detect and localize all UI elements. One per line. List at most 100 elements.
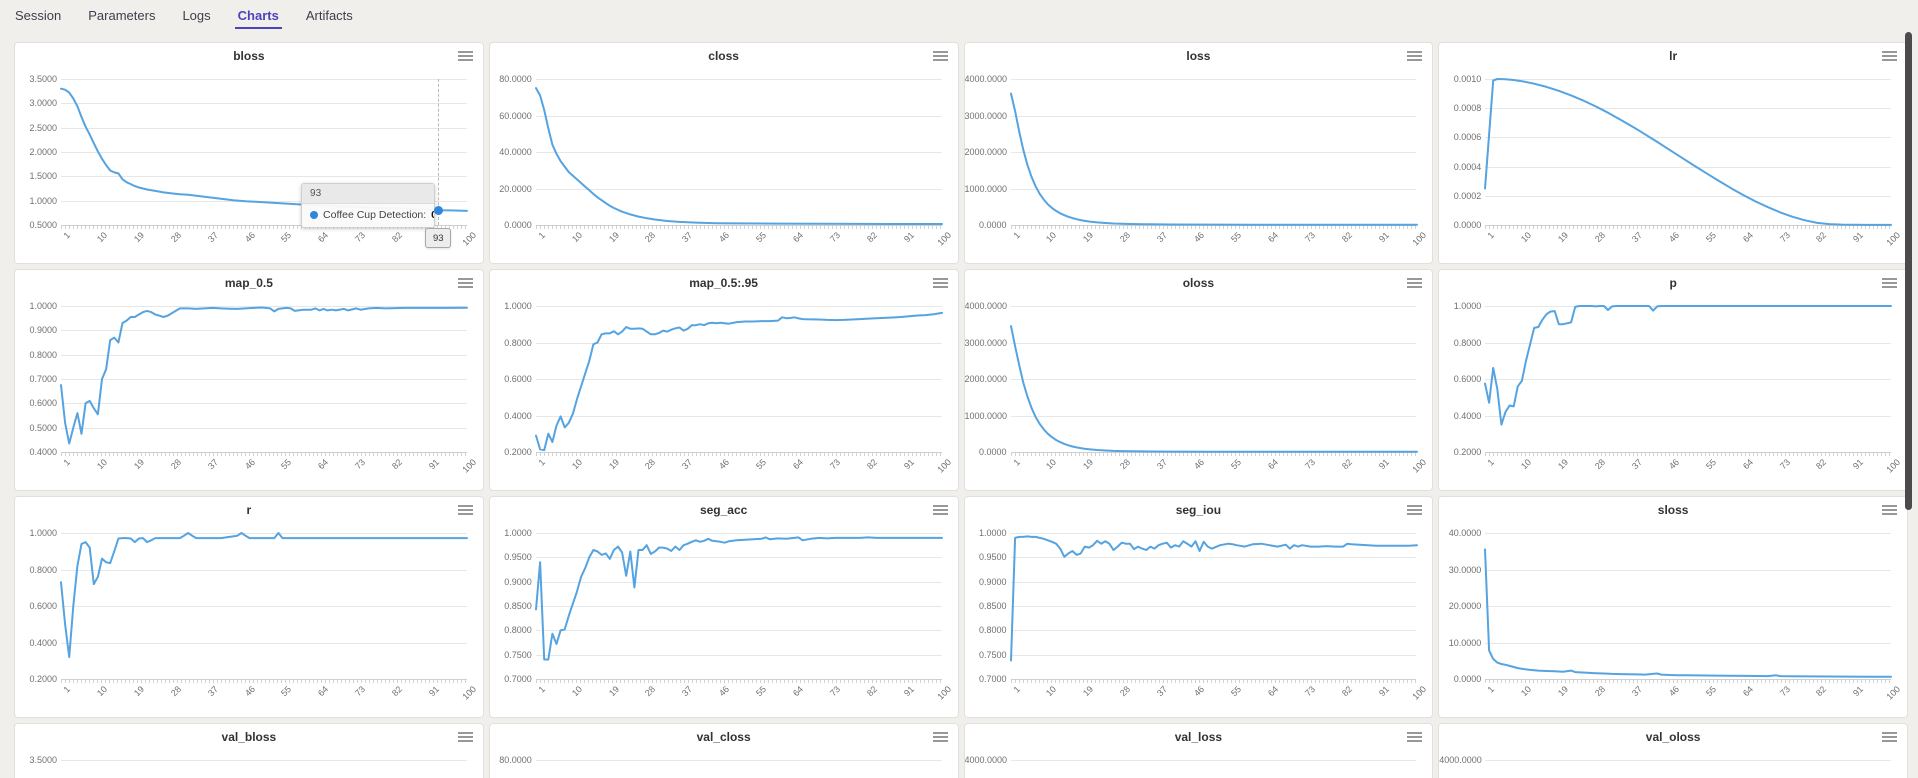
x-axis-tick-label: 46 xyxy=(717,684,732,699)
y-gridline xyxy=(535,115,942,117)
x-axis-line xyxy=(535,452,942,453)
y-gridline xyxy=(1010,533,1417,534)
y-gridline xyxy=(1010,630,1417,632)
chart-menu-icon[interactable] xyxy=(1882,732,1897,744)
y-axis-tick-label: 1000.0000 xyxy=(964,183,1008,194)
y-gridline xyxy=(61,127,467,129)
y-axis-tick-label: 1.5000 xyxy=(29,171,57,182)
y-gridline xyxy=(1485,606,1891,607)
x-axis-tick-label: 64 xyxy=(1265,230,1280,245)
chart-menu-icon[interactable] xyxy=(457,278,473,290)
x-axis-tick-label: 91 xyxy=(426,230,442,245)
chart-menu-icon[interactable] xyxy=(1882,51,1897,63)
y-axis-tick-label: 0.0000 xyxy=(978,220,1007,230)
x-axis-tick-label: 73 xyxy=(1302,684,1317,699)
y-gridline xyxy=(61,306,467,307)
chart-title: val_loss xyxy=(1174,730,1223,744)
y-axis-tick-label: 0.2000 xyxy=(504,447,532,457)
x-axis-tick-label: 100 xyxy=(935,684,953,702)
y-gridline xyxy=(1010,654,1417,656)
chart-menu-icon[interactable] xyxy=(1882,505,1897,517)
chart-menu-icon[interactable] xyxy=(457,51,473,63)
chart-menu-icon[interactable] xyxy=(932,51,948,63)
y-gridline xyxy=(61,760,467,761)
y-axis-tick-label: 0.7500 xyxy=(978,649,1007,660)
series-line xyxy=(1484,548,1893,678)
x-axis-tick-label: 1 xyxy=(1485,230,1497,241)
x-axis-tick-label: 82 xyxy=(864,684,879,699)
y-axis-tick-label: 0.7500 xyxy=(504,649,532,660)
chart-menu-icon[interactable] xyxy=(932,732,948,744)
y-axis-tick-label: 0.4000 xyxy=(1453,410,1482,421)
y-axis-tick-label: 2000.0000 xyxy=(964,147,1008,157)
x-axis-tick-label: 73 xyxy=(1302,230,1317,245)
vertical-scrollbar-thumb[interactable] xyxy=(1905,32,1912,510)
y-gridline xyxy=(535,152,942,153)
x-axis-tick-label: 28 xyxy=(168,457,183,472)
chart-menu-icon[interactable] xyxy=(1407,51,1423,63)
tab-bar: Session Parameters Logs Charts Artifacts xyxy=(0,0,1918,30)
x-axis-tick-label: 55 xyxy=(1228,230,1244,245)
chart-card: map_0.5 1.0000 0.9000 0.8000 0.7000 0.6000 0.… xyxy=(14,269,484,491)
chart-menu-icon[interactable] xyxy=(932,505,948,517)
x-axis-tick-label: 55 xyxy=(1703,230,1718,245)
tab-parameters[interactable]: Parameters xyxy=(88,8,156,23)
x-axis-line xyxy=(535,225,942,226)
tab-charts[interactable]: Charts xyxy=(234,8,283,29)
tab-artifacts[interactable]: Artifacts xyxy=(305,8,353,23)
x-axis-tick-label: 28 xyxy=(1592,230,1608,245)
y-axis-tick-label: 1.0000 xyxy=(1453,301,1482,311)
chart-menu-icon[interactable] xyxy=(457,732,473,744)
x-axis-tick-label: 55 xyxy=(1228,457,1244,472)
x-axis-tick-label: 1 xyxy=(1485,684,1497,695)
y-axis-tick-label: 0.8500 xyxy=(504,601,532,611)
x-axis-tick-label: 73 xyxy=(827,684,843,699)
x-axis-tick-label: 37 xyxy=(1155,230,1170,245)
x-axis-tick-label: 91 xyxy=(901,457,916,472)
x-axis-tick-label: 64 xyxy=(316,230,331,245)
y-gridline xyxy=(61,403,467,405)
x-axis-tick-label: 73 xyxy=(827,230,843,245)
x-axis-minor-ticks xyxy=(535,453,942,456)
x-axis-tick-label: 64 xyxy=(316,457,331,472)
x-axis-tick-label: 91 xyxy=(901,230,916,245)
x-axis-tick-label: 82 xyxy=(1814,457,1829,472)
x-axis-tick-label: 1 xyxy=(536,230,547,241)
chart-menu-icon[interactable] xyxy=(1882,278,1897,290)
y-axis-tick-label: 0.9000 xyxy=(978,576,1007,587)
tab-logs[interactable]: Logs xyxy=(182,8,211,23)
chart-menu-icon[interactable] xyxy=(1407,732,1423,744)
x-axis-tick-label: 55 xyxy=(754,684,769,699)
x-axis-tick-label: 64 xyxy=(1265,684,1280,699)
chart-menu-icon[interactable] xyxy=(457,505,473,517)
chart-menu-icon[interactable] xyxy=(1407,505,1423,517)
series-line xyxy=(1009,325,1418,453)
y-axis-tick-label: 80.0000 xyxy=(499,755,532,765)
x-axis-tick-label: 55 xyxy=(1703,457,1718,472)
x-axis-tick-label: 64 xyxy=(1740,230,1755,245)
x-axis-line xyxy=(1010,679,1417,680)
x-axis-tick-label: 46 xyxy=(242,230,257,245)
tab-session[interactable]: Session xyxy=(15,8,62,23)
charts-grid: bloss 3.5000 3.0000 2.5000 2.0000 1.5000 1.00… xyxy=(0,30,1918,778)
y-axis-tick-label: 0.0008 xyxy=(1453,103,1482,114)
x-axis-tick-label: 100 xyxy=(1409,230,1428,248)
x-axis-tick-label: 37 xyxy=(205,457,220,472)
x-axis-tick-label: 73 xyxy=(353,457,368,472)
x-axis-tick-label: 37 xyxy=(205,684,220,699)
y-gridline xyxy=(535,760,942,761)
series-line xyxy=(1484,78,1893,226)
x-axis-minor-ticks xyxy=(61,453,467,456)
y-axis-tick-label: 2000.0000 xyxy=(964,374,1008,384)
x-axis-tick-label: 10 xyxy=(569,230,584,245)
series-line xyxy=(60,306,468,445)
x-axis-tick-label: 64 xyxy=(791,684,806,699)
y-gridline xyxy=(1010,557,1417,559)
y-axis-tick-label: 20.0000 xyxy=(499,183,532,194)
chart-card: p 1.0000 0.8000 0.6000 0.4000 0.2000 1 10 19 28 3… xyxy=(1438,269,1908,491)
chart-menu-icon[interactable] xyxy=(932,278,948,290)
y-axis-tick-label: 0.0000 xyxy=(504,220,532,230)
x-axis-tick-label: 91 xyxy=(1376,457,1391,472)
chart-menu-icon[interactable] xyxy=(1407,278,1423,290)
x-axis-tick-label: 37 xyxy=(205,230,220,245)
